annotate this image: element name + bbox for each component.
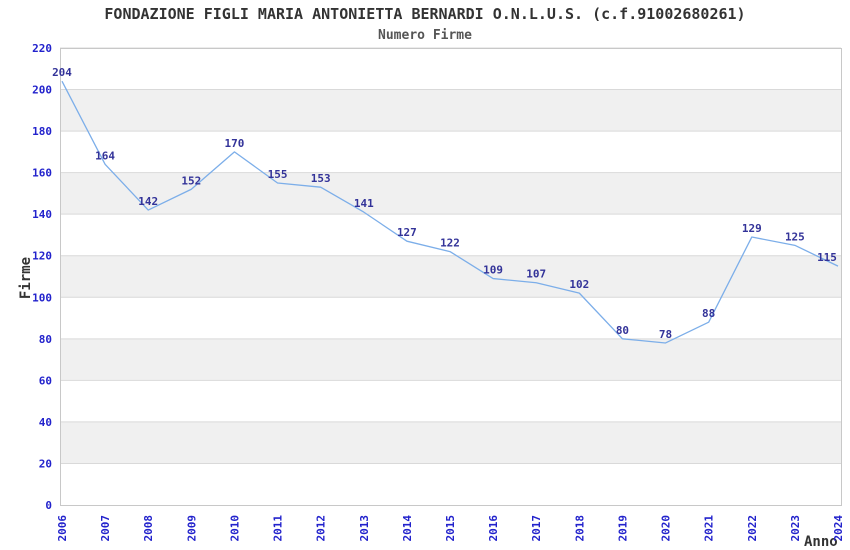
data-label: 102 xyxy=(569,278,589,291)
x-tick-label: 2008 xyxy=(142,515,155,542)
data-label: 78 xyxy=(659,328,672,341)
grid-band xyxy=(60,89,841,132)
data-label: 127 xyxy=(397,226,417,239)
data-label: 153 xyxy=(311,172,331,185)
data-label: 164 xyxy=(95,149,115,162)
y-tick-label: 60 xyxy=(39,374,52,387)
grid-band xyxy=(60,172,841,215)
data-label: 88 xyxy=(702,307,715,320)
x-tick-label: 2015 xyxy=(444,515,457,542)
y-tick-label: 200 xyxy=(32,84,52,97)
chart-title: FONDAZIONE FIGLI MARIA ANTONIETTA BERNAR… xyxy=(104,5,746,23)
chart-subtitle: Numero Firme xyxy=(378,28,472,43)
x-tick-label: 2022 xyxy=(746,515,759,542)
data-label: 142 xyxy=(138,195,158,208)
data-label: 170 xyxy=(225,137,245,150)
data-label: 141 xyxy=(354,197,374,210)
x-tick-label: 2020 xyxy=(660,515,673,542)
x-tick-label: 2007 xyxy=(99,515,112,542)
data-label: 107 xyxy=(526,268,546,281)
data-label: 80 xyxy=(616,324,629,337)
x-tick-label: 2018 xyxy=(573,515,586,542)
x-tick-label: 2017 xyxy=(530,515,543,542)
y-tick-label: 220 xyxy=(32,42,52,55)
x-tick-label: 2009 xyxy=(185,515,198,542)
y-tick-label: 80 xyxy=(39,333,52,346)
grid-band xyxy=(60,255,841,298)
x-tick-label: 2006 xyxy=(56,515,69,542)
data-label: 152 xyxy=(181,174,201,187)
grid-band xyxy=(60,421,841,464)
x-tick-label: 2021 xyxy=(703,515,716,542)
x-tick-label: 2016 xyxy=(487,515,500,542)
x-tick-label: 2011 xyxy=(272,515,285,542)
y-tick-label: 140 xyxy=(32,208,52,221)
x-tick-label: 2023 xyxy=(789,515,802,542)
y-tick-label: 0 xyxy=(45,499,52,512)
data-label: 122 xyxy=(440,237,460,250)
data-label: 125 xyxy=(785,230,805,243)
data-label: 115 xyxy=(817,251,837,264)
y-tick-label: 100 xyxy=(32,291,52,304)
x-tick-label: 2019 xyxy=(616,515,629,542)
y-tick-label: 40 xyxy=(39,416,52,429)
data-label: 204 xyxy=(52,66,72,79)
grid-band xyxy=(60,338,841,381)
x-tick-label: 2010 xyxy=(228,515,241,542)
series-line xyxy=(61,80,839,344)
y-tick-label: 160 xyxy=(32,167,52,180)
y-tick-label: 20 xyxy=(39,457,52,470)
x-tick-label: 2013 xyxy=(358,515,371,542)
data-label: 155 xyxy=(268,168,288,181)
data-label: 109 xyxy=(483,264,503,277)
y-tick-label: 180 xyxy=(32,125,52,138)
data-label: 129 xyxy=(742,222,762,235)
x-tick-label: 2024 xyxy=(832,515,845,542)
x-axis-label: Anno xyxy=(804,534,838,550)
x-tick-label: 2012 xyxy=(315,515,328,542)
x-tick-label: 2014 xyxy=(401,515,414,542)
plot-border xyxy=(60,48,842,506)
y-tick-label: 120 xyxy=(32,250,52,263)
